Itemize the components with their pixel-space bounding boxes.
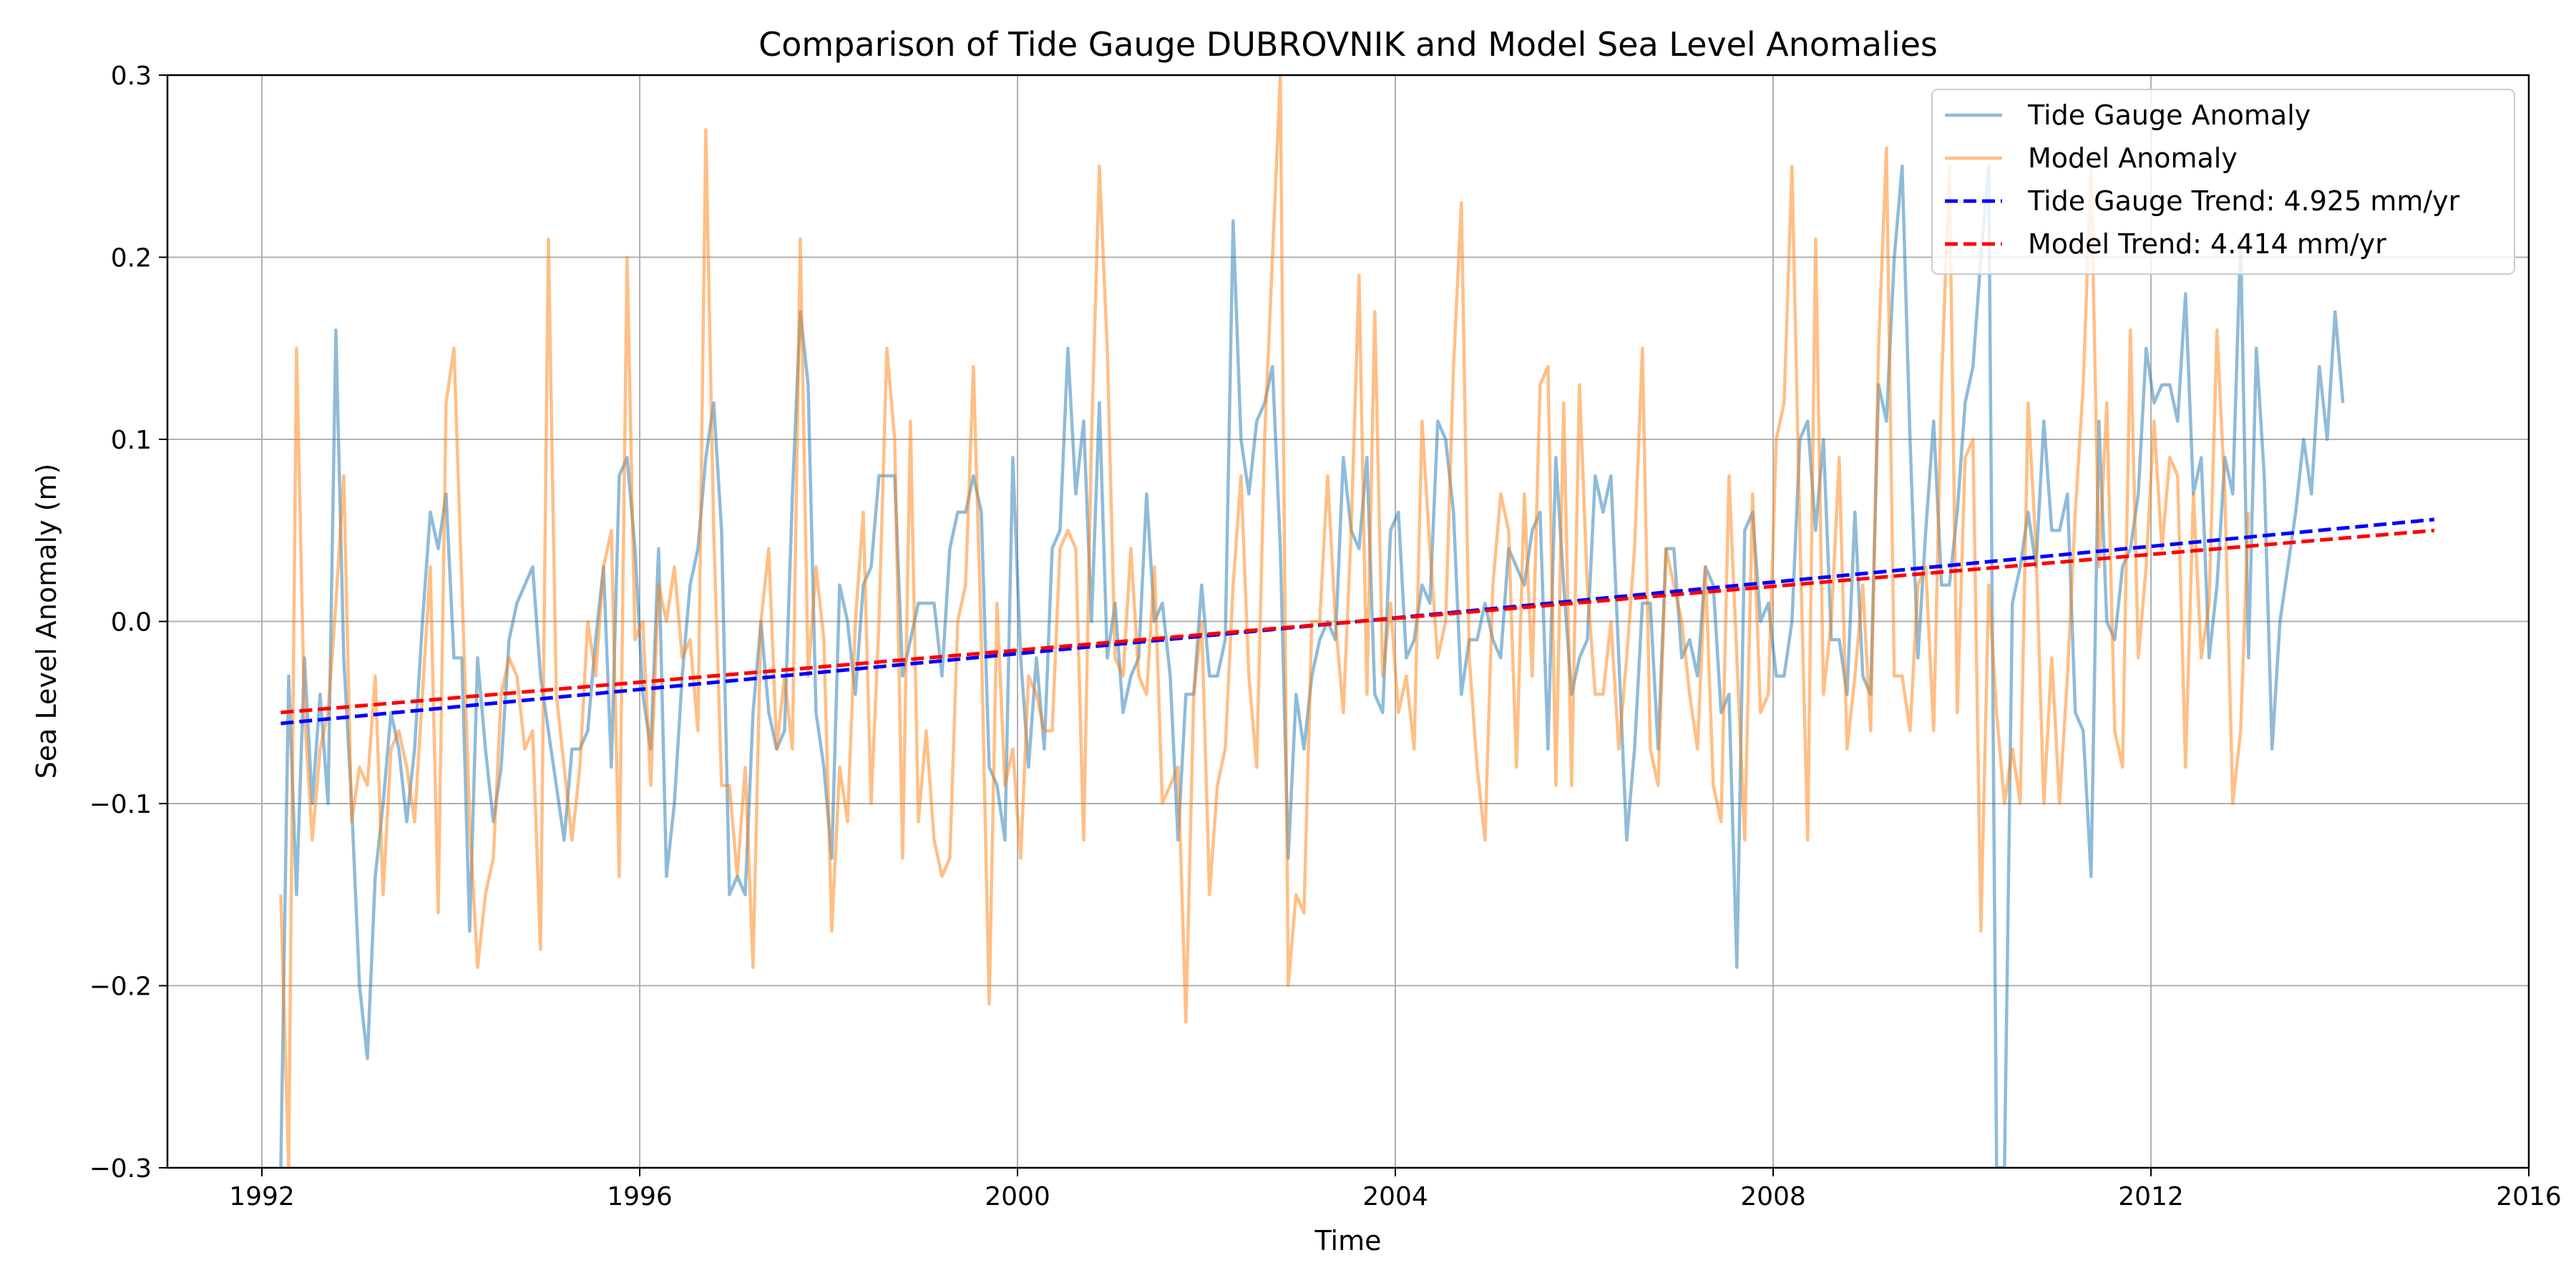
series-line-1 [279,75,2250,1168]
y-tick-label: −0.1 [89,790,152,819]
x-axis-ticks: 1992 1996 2000 2004 2008 2012 2016 [229,1168,2562,1211]
x-tick-label: 2008 [1740,1182,1806,1211]
legend-label-3: Model Trend: 4.414 mm/yr [2028,228,2386,260]
y-tick-label: 0.3 [111,62,152,91]
x-tick-label: 1996 [607,1182,673,1211]
y-tick-label: 0.0 [111,608,152,638]
legend-box [1931,89,2515,275]
x-tick-label: 1992 [229,1182,295,1211]
chart-title: Comparison of Tide Gauge DUBROVNIK and M… [758,25,1938,64]
x-tick-label: 2012 [2118,1182,2184,1211]
series-group [279,75,2435,1168]
y-axis-ticks: −0.3 −0.2 −0.1 0.0 0.1 0.2 0.3 [89,62,167,1184]
x-tick-label: 2004 [1362,1182,1428,1211]
x-tick-label: 2000 [985,1182,1050,1211]
y-tick-label: −0.3 [89,1154,152,1184]
y-tick-label: −0.2 [89,972,152,1002]
x-tick-label: 2016 [2496,1182,2562,1211]
y-tick-label: 0.1 [111,426,152,455]
y-axis-label: Sea Level Anomaly (m) [31,464,62,779]
legend-label-0: Tide Gauge Anomaly [2027,99,2311,131]
legend-label-1: Model Anomaly [2028,142,2238,174]
legend: Tide Gauge Anomaly Model Anomaly Tide Gaug… [1931,89,2515,275]
x-axis-label: Time [1314,1225,1382,1257]
y-tick-label: 0.2 [111,244,152,273]
series-line-3 [280,528,2435,715]
legend-label-2: Tide Gauge Trend: 4.925 mm/yr [2027,185,2460,217]
